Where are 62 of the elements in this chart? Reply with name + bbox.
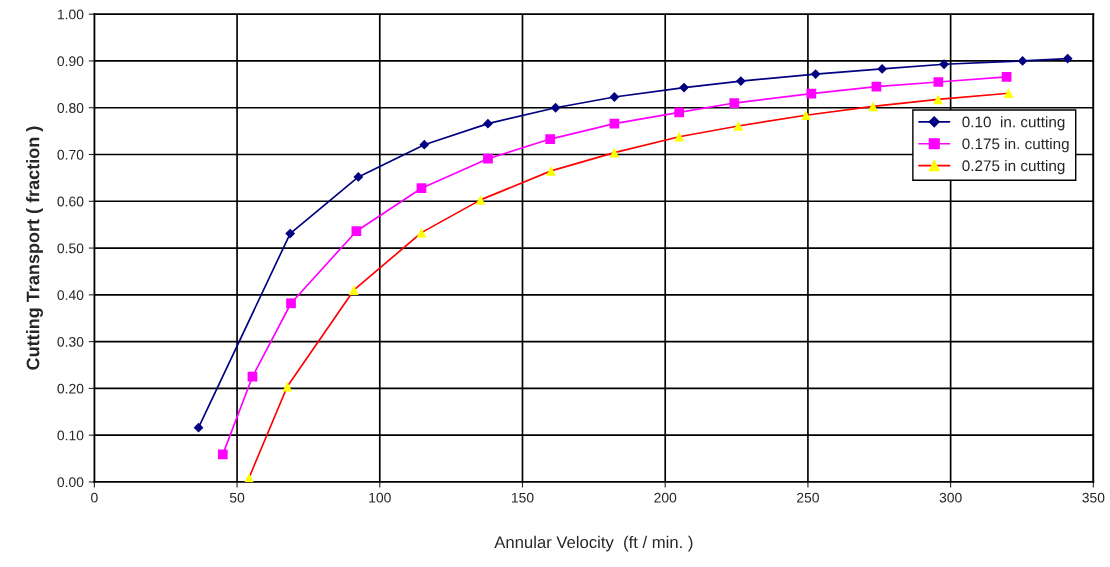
point bbox=[351, 226, 362, 237]
point bbox=[801, 110, 811, 121]
point bbox=[733, 121, 744, 131]
point bbox=[609, 92, 620, 102]
y-tick-label: 0.60 bbox=[57, 196, 84, 207]
point bbox=[483, 153, 493, 164]
point bbox=[674, 131, 685, 142]
point bbox=[244, 472, 254, 482]
point bbox=[545, 134, 556, 144]
point bbox=[877, 63, 888, 74]
y-tick-label: 0.40 bbox=[57, 290, 84, 301]
point bbox=[286, 298, 296, 309]
point bbox=[546, 166, 556, 176]
x-tick-label: 250 bbox=[797, 492, 819, 503]
point bbox=[674, 107, 685, 118]
point bbox=[939, 59, 949, 70]
y-tick-label: 1.00 bbox=[57, 9, 84, 20]
point bbox=[1003, 88, 1014, 99]
x-tick-label: 100 bbox=[369, 492, 391, 503]
point bbox=[1062, 53, 1073, 64]
point bbox=[1017, 56, 1028, 66]
y-tick-label: 0.50 bbox=[57, 243, 84, 254]
point bbox=[868, 101, 878, 112]
point bbox=[348, 285, 359, 296]
x-tick-label: 0 bbox=[91, 492, 98, 503]
point bbox=[735, 76, 746, 86]
point bbox=[416, 183, 427, 194]
y-tick-label: 0.00 bbox=[57, 477, 84, 488]
point bbox=[1001, 72, 1012, 82]
y-tick-label: 0.80 bbox=[57, 103, 84, 113]
point bbox=[247, 371, 258, 382]
y-tick-label: 0.90 bbox=[57, 56, 84, 67]
x-axis-title: Annular Velocity (ft / min. ) bbox=[494, 535, 693, 552]
point bbox=[282, 381, 293, 392]
x-tick-label: 200 bbox=[654, 492, 677, 503]
point bbox=[193, 422, 204, 433]
y-tick-label: 0.20 bbox=[57, 383, 84, 394]
y-tick-label: 0.70 bbox=[57, 149, 84, 160]
legend-label: 0.10 in. cutting bbox=[962, 116, 1065, 131]
y-tick-label: 0.10 bbox=[57, 430, 84, 441]
point bbox=[353, 172, 364, 182]
x-tick-label: 50 bbox=[229, 492, 245, 503]
y-axis-title: Cutting Transport ( fraction ) bbox=[26, 126, 44, 370]
x-tick-label: 350 bbox=[1082, 492, 1105, 503]
legend-label: 0.275 in cutting bbox=[962, 159, 1065, 175]
point bbox=[806, 88, 817, 99]
point bbox=[810, 69, 821, 79]
y-tick-label: 0.30 bbox=[57, 336, 84, 347]
point bbox=[933, 77, 944, 87]
point bbox=[871, 81, 882, 92]
point bbox=[419, 139, 430, 150]
point bbox=[550, 102, 561, 113]
point bbox=[933, 94, 943, 105]
point bbox=[679, 82, 689, 93]
legend-label: 0.175 in. cutting bbox=[962, 138, 1069, 153]
point bbox=[475, 195, 486, 205]
point bbox=[729, 98, 740, 108]
x-tick-label: 150 bbox=[511, 492, 534, 503]
point bbox=[217, 449, 228, 460]
point bbox=[285, 228, 296, 239]
x-tick-label: 300 bbox=[939, 492, 962, 503]
point bbox=[483, 118, 493, 129]
